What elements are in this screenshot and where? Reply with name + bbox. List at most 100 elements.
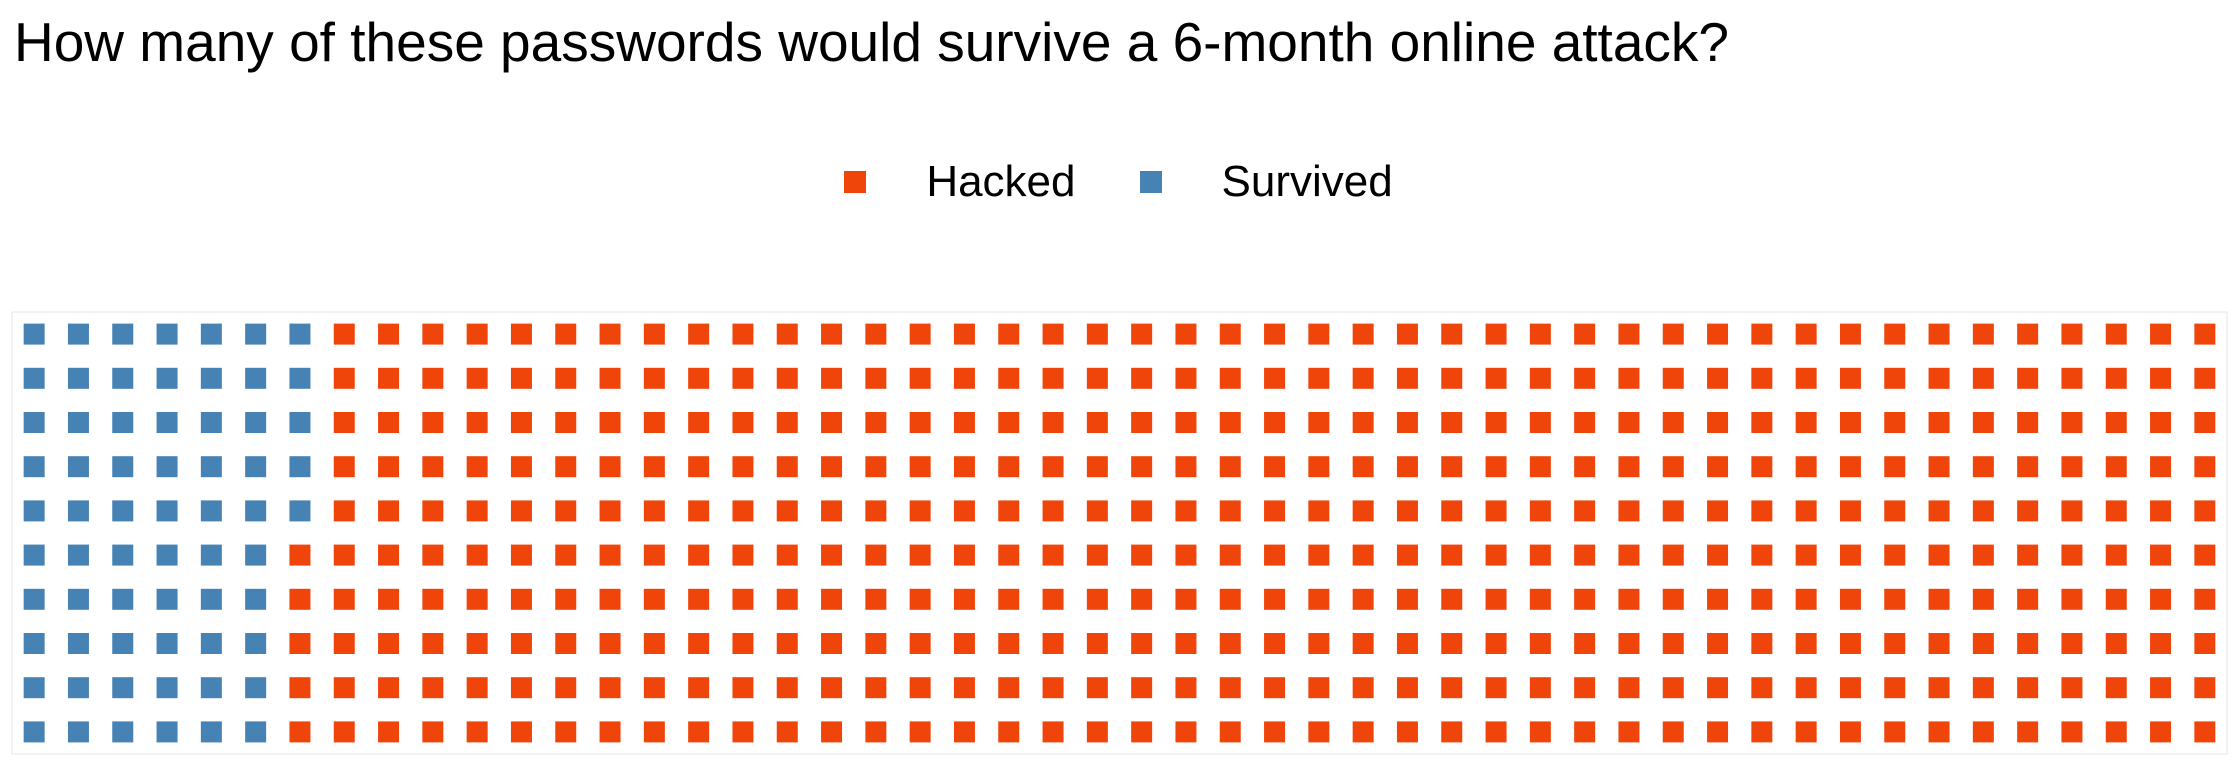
waffle-cell-survived [23, 412, 45, 433]
waffle-cell-survived [112, 544, 134, 566]
waffle-cell-hacked [865, 544, 887, 566]
waffle-cell-hacked [1884, 721, 1906, 743]
waffle-cell-hacked [466, 412, 488, 433]
waffle-cell-hacked [2017, 500, 2039, 522]
waffle-cell-hacked [643, 456, 665, 478]
waffle-cell-hacked [1662, 500, 1684, 522]
waffle-cell-hacked [1441, 323, 1463, 345]
waffle-cell-hacked [1751, 367, 1773, 389]
waffle-cell-survived [245, 633, 267, 654]
waffle-cell-hacked [1662, 588, 1684, 610]
waffle-cell-hacked [1662, 456, 1684, 478]
waffle-cell-survived [245, 412, 267, 433]
waffle-cell-hacked [378, 500, 400, 522]
waffle-cell-survived [245, 677, 267, 699]
waffle-cell-hacked [1175, 633, 1197, 654]
waffle-cell-hacked [2061, 544, 2083, 566]
waffle-cell-hacked [1086, 323, 1108, 345]
waffle-cell-survived [156, 323, 178, 345]
waffle-cell-hacked [1352, 456, 1374, 478]
waffle-cell-hacked [953, 677, 975, 699]
waffle-cell-hacked [953, 323, 975, 345]
waffle-cell-hacked [378, 677, 400, 699]
waffle-cell-survived [200, 633, 222, 654]
waffle-cell-hacked [1529, 367, 1551, 389]
waffle-cell-hacked [1884, 412, 1906, 433]
waffle-cell-survived [245, 500, 267, 522]
waffle-cell-hacked [2150, 633, 2172, 654]
waffle-cell-hacked [909, 500, 931, 522]
waffle-cell-hacked [422, 721, 444, 743]
waffle-cell-hacked [510, 721, 532, 743]
waffle-cell-hacked [1131, 677, 1153, 699]
waffle-cell-hacked [510, 367, 532, 389]
waffle-cell-hacked [732, 367, 754, 389]
waffle-cell-hacked [2194, 456, 2216, 478]
waffle-cell-hacked [1308, 500, 1330, 522]
waffle-cell-hacked [378, 721, 400, 743]
waffle-cell-hacked [821, 367, 843, 389]
waffle-cell-hacked [555, 677, 577, 699]
waffle-cell-hacked [1396, 323, 1418, 345]
waffle-cell-hacked [732, 677, 754, 699]
waffle-cell-hacked [2017, 633, 2039, 654]
waffle-cell-hacked [1441, 412, 1463, 433]
waffle-cell-hacked [1396, 456, 1418, 478]
waffle-cell-survived [245, 323, 267, 345]
waffle-cell-hacked [2105, 633, 2127, 654]
waffle-cell-survived [67, 677, 89, 699]
waffle-cell-hacked [2150, 412, 2172, 433]
waffle-cell-hacked [776, 721, 798, 743]
waffle-cell-hacked [909, 323, 931, 345]
waffle-cell-hacked [1928, 412, 1950, 433]
waffle-cell-hacked [2061, 412, 2083, 433]
waffle-cell-hacked [776, 412, 798, 433]
waffle-cell-survived [23, 367, 45, 389]
waffle-cell-hacked [510, 323, 532, 345]
waffle-cell-hacked [1751, 323, 1773, 345]
waffle-cell-hacked [1972, 633, 1994, 654]
waffle-cell-hacked [1707, 544, 1729, 566]
waffle-cell-hacked [466, 367, 488, 389]
waffle-cell-hacked [2194, 544, 2216, 566]
waffle-cell-hacked [1131, 412, 1153, 433]
waffle-cell-hacked [998, 456, 1020, 478]
waffle-cell-hacked [776, 633, 798, 654]
waffle-cell-hacked [1839, 677, 1861, 699]
waffle-cell-hacked [1219, 721, 1241, 743]
waffle-cell-hacked [466, 544, 488, 566]
waffle-cell-hacked [422, 367, 444, 389]
waffle-cell-hacked [333, 323, 355, 345]
waffle-cell-hacked [1662, 677, 1684, 699]
waffle-cell-hacked [1175, 500, 1197, 522]
waffle-cell-hacked [1884, 323, 1906, 345]
waffle-cell-hacked [289, 721, 311, 743]
waffle-cell-hacked [1884, 367, 1906, 389]
waffle-cell-hacked [643, 544, 665, 566]
waffle-cell-hacked [2194, 367, 2216, 389]
waffle-cell-hacked [1662, 412, 1684, 433]
waffle-cell-hacked [1264, 500, 1286, 522]
waffle-cell-hacked [1042, 633, 1064, 654]
waffle-cell-hacked [1042, 323, 1064, 345]
waffle-cell-hacked [1795, 544, 1817, 566]
waffle-cell-hacked [1839, 456, 1861, 478]
waffle-cell-hacked [865, 721, 887, 743]
waffle-cell-hacked [1795, 721, 1817, 743]
waffle-cell-hacked [1972, 367, 1994, 389]
waffle-cell-hacked [909, 721, 931, 743]
waffle-cell-survived [112, 323, 134, 345]
waffle-cell-hacked [776, 544, 798, 566]
waffle-cell-hacked [1131, 721, 1153, 743]
waffle-cell-hacked [1751, 721, 1773, 743]
legend-item-survived: Survived [1139, 157, 1393, 207]
waffle-cell-hacked [865, 367, 887, 389]
waffle-cell-survived [112, 412, 134, 433]
waffle-cell-hacked [2017, 721, 2039, 743]
waffle-cell-survived [112, 456, 134, 478]
waffle-cell-hacked [1529, 544, 1551, 566]
waffle-cell-hacked [1441, 544, 1463, 566]
waffle-cell-survived [67, 323, 89, 345]
waffle-cell-hacked [1795, 677, 1817, 699]
waffle-cell-hacked [998, 500, 1020, 522]
